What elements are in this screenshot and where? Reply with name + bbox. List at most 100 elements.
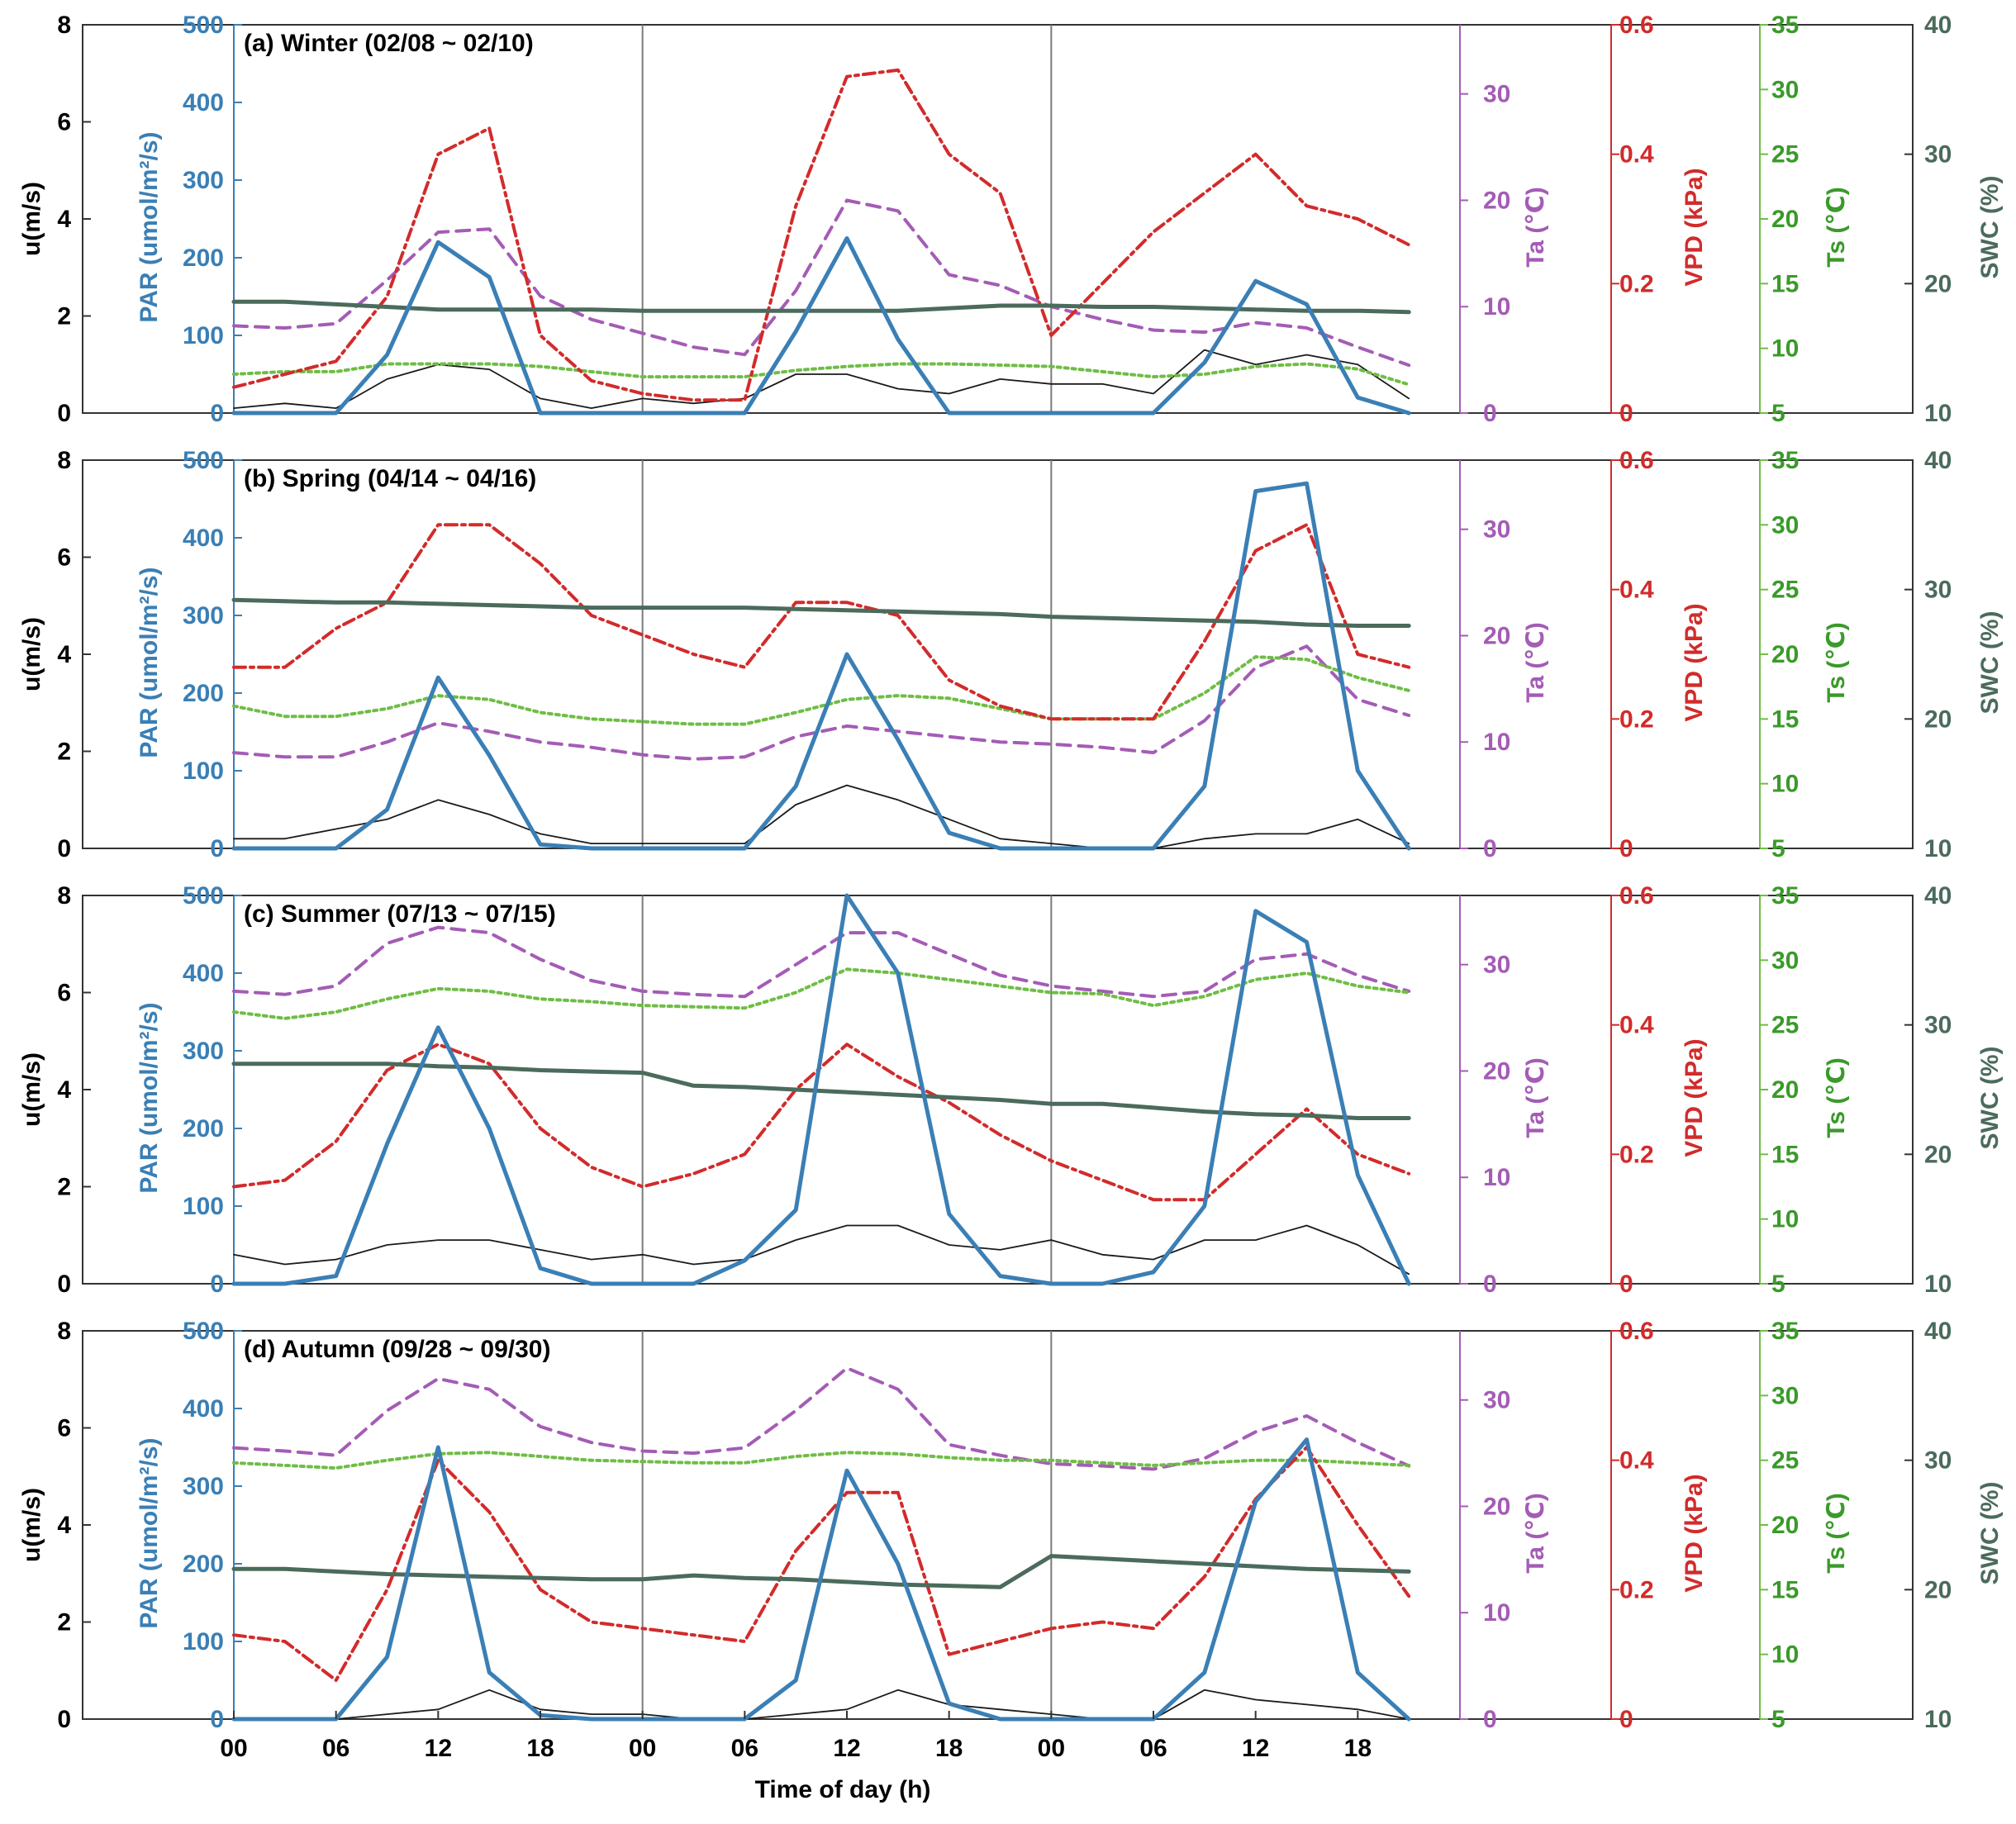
par-series-line: [231, 481, 1411, 851]
ta-tick-label: 30: [1483, 1387, 1510, 1414]
u-tick-label: 0: [57, 835, 71, 862]
par-tick-label: 200: [183, 680, 224, 707]
u-series-line: [233, 784, 1410, 849]
x-tick-label: 06: [322, 1735, 349, 1762]
ts-tick-label: 25: [1771, 1447, 1799, 1475]
ta-tick-label: 10: [1483, 293, 1510, 321]
panel-2: 024680100200300400500010203000.20.40.651…: [18, 882, 2004, 1298]
u-series-line: [233, 1224, 1410, 1275]
ts-tick-label: 20: [1771, 641, 1799, 668]
par-tick-label: 400: [183, 89, 224, 116]
panels-group: 024680100200300400500010203000.20.40.651…: [18, 12, 2004, 1733]
ta-tick-label: 30: [1483, 81, 1510, 108]
u-tick-label: 2: [57, 1609, 71, 1636]
vpd-tick-label: 0.2: [1619, 270, 1654, 297]
x-tick-label: 18: [935, 1735, 963, 1762]
ts-tick-label: 30: [1771, 947, 1799, 974]
ts-tick-label: 25: [1771, 1012, 1799, 1039]
vpd-tick-label: 0.2: [1619, 1576, 1654, 1603]
swc-axis-label: SWC (%): [1976, 611, 2004, 715]
swc-tick-label: 10: [1924, 1271, 1952, 1298]
par-axis-label: PAR (umol/m²/s): [136, 1437, 163, 1628]
ta-tick-label: 10: [1483, 1599, 1510, 1627]
swc-tick-label: 30: [1924, 577, 1952, 604]
par-tick-label: 0: [210, 835, 224, 862]
par-tick-label: 100: [183, 758, 224, 785]
vpd-tick-label: 0.4: [1619, 1447, 1654, 1475]
ts-series-line: [232, 362, 1411, 387]
swc-tick-label: 20: [1924, 705, 1952, 733]
par-tick-label: 500: [183, 882, 224, 910]
par-tick-label: 100: [183, 322, 224, 349]
swc-tick-label: 40: [1924, 1318, 1952, 1345]
ta-axis-label: Ta (℃): [1522, 622, 1549, 702]
panel-0: 024680100200300400500010203000.20.40.651…: [18, 12, 2004, 427]
x-tick-label: 12: [425, 1735, 452, 1762]
ts-series-line: [232, 655, 1411, 726]
shared-x-axis: 00 06 12 18 00 06 12 18 00 06 12 18: [220, 1711, 1372, 1762]
par-series-line: [231, 236, 1411, 416]
vpd-tick-label: 0: [1619, 1271, 1633, 1298]
u-tick-label: 6: [57, 109, 71, 136]
x-axis-label: Time of day (h): [755, 1776, 931, 1803]
vpd-tick-label: 0.2: [1619, 1141, 1654, 1168]
u-axis-label: u(m/s): [18, 1052, 45, 1127]
ts-tick-label: 20: [1771, 1512, 1799, 1539]
ts-tick-label: 35: [1771, 1318, 1799, 1345]
swc-series-line: [231, 299, 1411, 315]
swc-series-line: [231, 597, 1411, 628]
par-axis-label: PAR (umol/m²/s): [136, 131, 163, 322]
panel-3: 024680100200300400500010203000.20.40.651…: [18, 1318, 2004, 1733]
x-tick-label: 00: [1038, 1735, 1065, 1762]
ts-axis-label: Ts (℃): [1823, 1057, 1850, 1138]
u-tick-label: 4: [57, 206, 71, 233]
swc-tick-label: 20: [1924, 1141, 1952, 1168]
x-tick-label: 06: [731, 1735, 758, 1762]
ta-tick-label: 0: [1483, 835, 1497, 862]
u-tick-label: 4: [57, 1076, 71, 1104]
par-tick-label: 0: [210, 1271, 224, 1298]
swc-tick-label: 20: [1924, 270, 1952, 297]
swc-axis-label: SWC (%): [1976, 1482, 2004, 1585]
ts-tick-label: 15: [1771, 705, 1799, 733]
u-axis-label: u(m/s): [18, 617, 45, 691]
ta-tick-label: 20: [1483, 1057, 1510, 1085]
par-axis-label: PAR (umol/m²/s): [136, 567, 163, 758]
ts-tick-label: 30: [1771, 1382, 1799, 1409]
u-tick-label: 2: [57, 303, 71, 330]
u-tick-label: 0: [57, 400, 71, 427]
u-tick-label: 2: [57, 1174, 71, 1201]
ta-axis-label: Ta (℃): [1522, 1057, 1549, 1138]
x-tick-label: 12: [1242, 1735, 1269, 1762]
x-tick-label: 18: [1344, 1735, 1372, 1762]
ts-tick-label: 10: [1771, 771, 1799, 798]
ta-axis-label: Ta (℃): [1522, 1493, 1549, 1573]
u-tick-label: 8: [57, 1318, 71, 1345]
par-tick-label: 0: [210, 1706, 224, 1733]
vpd-tick-label: 0.6: [1619, 882, 1654, 910]
ts-tick-label: 5: [1771, 1271, 1785, 1298]
u-tick-label: 0: [57, 1706, 71, 1733]
par-tick-label: 400: [183, 525, 224, 552]
ts-axis-label: Ts (℃): [1823, 622, 1850, 702]
ta-tick-label: 0: [1483, 400, 1497, 427]
u-tick-label: 8: [57, 12, 71, 39]
vpd-tick-label: 0: [1619, 835, 1633, 862]
par-tick-label: 400: [183, 1395, 224, 1423]
x-tick-label: 12: [833, 1735, 860, 1762]
ta-series-line: [232, 198, 1411, 368]
vpd-tick-label: 0.4: [1619, 577, 1654, 604]
swc-tick-label: 30: [1924, 141, 1952, 169]
u-axis-label: u(m/s): [18, 1488, 45, 1562]
par-tick-label: 300: [183, 602, 224, 629]
ts-axis-label: Ts (℃): [1823, 187, 1850, 267]
u-tick-label: 6: [57, 544, 71, 572]
par-tick-label: 100: [183, 1193, 224, 1220]
u-series-line: [233, 1689, 1410, 1720]
ts-series-line: [232, 1451, 1411, 1470]
panel-title: (c) Summer (07/13 ~ 07/15): [244, 900, 556, 928]
ta-tick-label: 10: [1483, 1164, 1510, 1191]
ts-tick-label: 30: [1771, 511, 1799, 539]
panel-1: 024680100200300400500010203000.20.40.651…: [18, 447, 2004, 862]
swc-axis-label: SWC (%): [1976, 176, 2004, 279]
